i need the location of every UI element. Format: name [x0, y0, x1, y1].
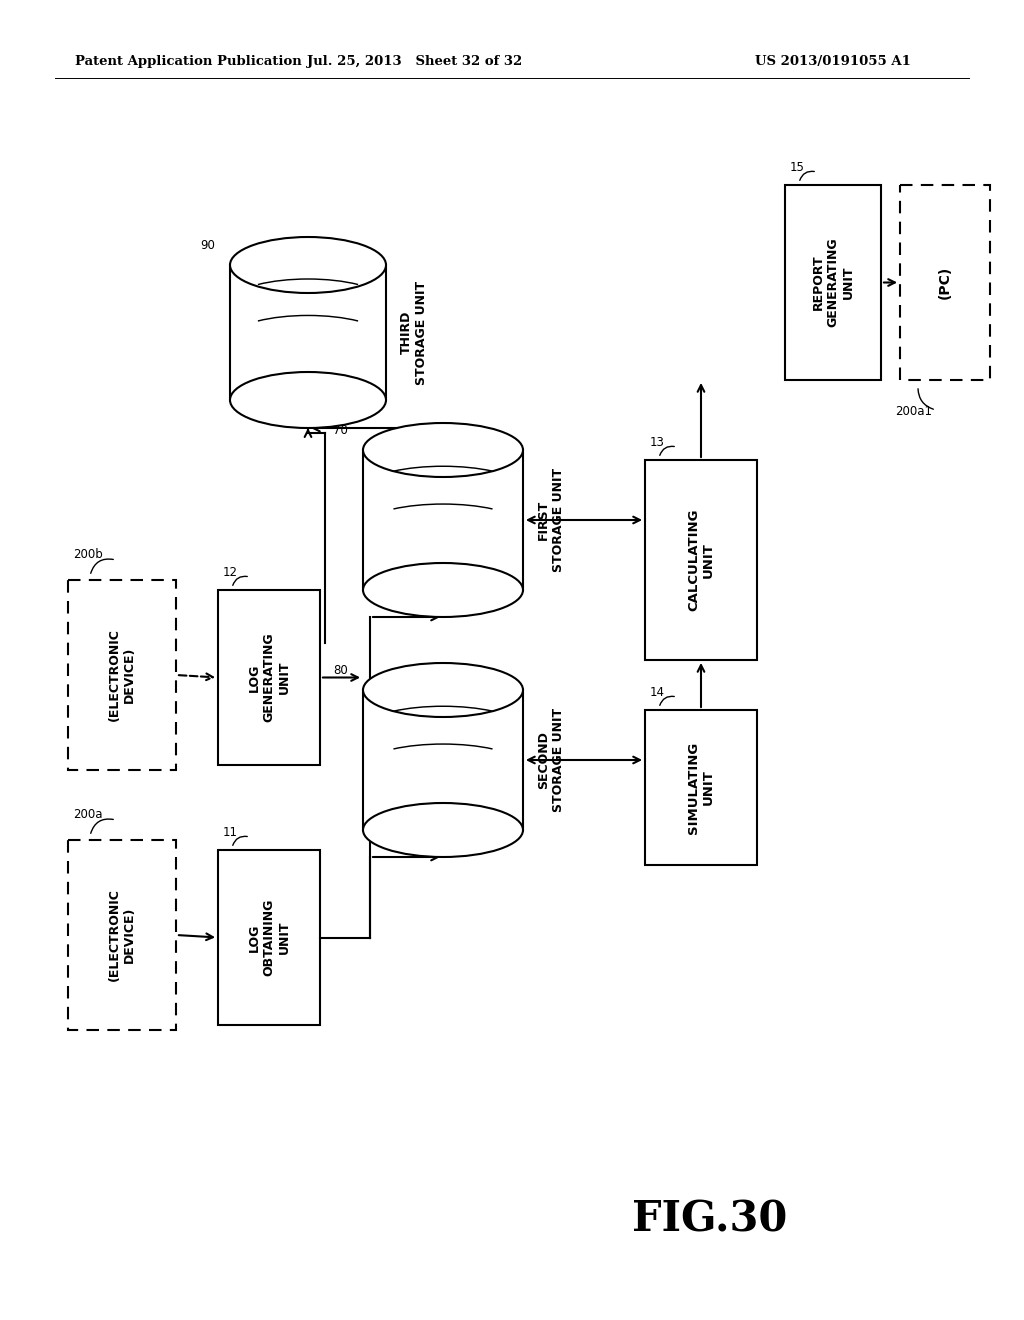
- Bar: [218, 850, 319, 1026]
- Text: LOG
OBTAINING
UNIT: LOG OBTAINING UNIT: [248, 899, 291, 977]
- Text: 80: 80: [333, 664, 348, 677]
- Text: 15: 15: [790, 161, 805, 174]
- Text: (ELECTRONIC
DEVICE): (ELECTRONIC DEVICE): [108, 628, 136, 722]
- Bar: [68, 579, 176, 770]
- Text: (ELECTRONIC
DEVICE): (ELECTRONIC DEVICE): [108, 888, 136, 982]
- Text: SIMULATING
UNIT: SIMULATING UNIT: [687, 742, 715, 834]
- Text: 200a1: 200a1: [895, 405, 932, 418]
- Bar: [900, 185, 990, 380]
- Bar: [785, 185, 881, 380]
- Text: 70: 70: [333, 424, 348, 437]
- Bar: [362, 450, 523, 590]
- Text: (PC): (PC): [938, 265, 952, 300]
- Text: 200b: 200b: [73, 548, 102, 561]
- Text: LOG
GENERATING
UNIT: LOG GENERATING UNIT: [248, 632, 291, 722]
- Bar: [645, 710, 757, 865]
- Text: US 2013/0191055 A1: US 2013/0191055 A1: [755, 55, 911, 69]
- Bar: [230, 265, 386, 400]
- Ellipse shape: [362, 663, 523, 717]
- Bar: [645, 459, 757, 660]
- Text: FIRST
STORAGE UNIT: FIRST STORAGE UNIT: [537, 467, 565, 572]
- Text: 14: 14: [650, 686, 665, 700]
- Bar: [68, 840, 176, 1030]
- Text: Patent Application Publication: Patent Application Publication: [75, 55, 302, 69]
- Bar: [218, 590, 319, 766]
- Text: 13: 13: [650, 436, 665, 449]
- Text: 12: 12: [223, 566, 238, 579]
- Ellipse shape: [362, 422, 523, 477]
- Ellipse shape: [362, 803, 523, 857]
- Ellipse shape: [362, 564, 523, 616]
- Text: 90: 90: [200, 239, 215, 252]
- Text: Jul. 25, 2013   Sheet 32 of 32: Jul. 25, 2013 Sheet 32 of 32: [307, 55, 522, 69]
- Bar: [362, 690, 523, 830]
- Text: REPORT
GENERATING
UNIT: REPORT GENERATING UNIT: [811, 238, 854, 327]
- Text: FIG.30: FIG.30: [632, 1199, 787, 1241]
- Text: THIRD
STORAGE UNIT: THIRD STORAGE UNIT: [400, 280, 428, 384]
- Text: 200a: 200a: [73, 808, 102, 821]
- Ellipse shape: [230, 372, 386, 428]
- Ellipse shape: [230, 238, 386, 293]
- Text: SECOND
STORAGE UNIT: SECOND STORAGE UNIT: [537, 708, 565, 812]
- Text: CALCULATING
UNIT: CALCULATING UNIT: [687, 508, 715, 611]
- Text: 11: 11: [223, 826, 238, 840]
